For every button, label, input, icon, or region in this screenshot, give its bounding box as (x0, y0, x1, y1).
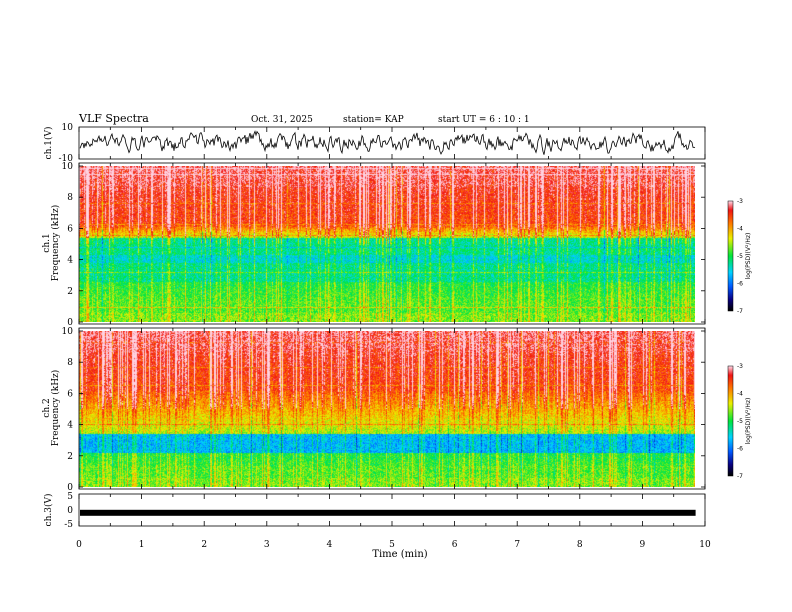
ch1-waveform-trace (79, 130, 696, 155)
ch1-colorbar (728, 201, 733, 311)
spectrogram-ytick-label: 10 (62, 327, 74, 337)
spectrogram-ytick-label: 6 (67, 389, 73, 399)
ch1-spectrogram-ylabel: Frequency (kHz) (50, 205, 61, 282)
spectrogram-ytick-label: 0 (67, 483, 73, 493)
time-tick-label: 2 (201, 540, 207, 550)
colorbar-tick-label: -6 (737, 281, 743, 288)
ch3-waveform-panel: 5 0 -5 ch.3(V) (43, 492, 706, 530)
colorbar-tick-label: -3 (737, 198, 743, 205)
time-tick-label: 0 (76, 540, 82, 550)
ch3-waveform-ylabel: ch.3(V) (43, 494, 54, 527)
ch1-colorbar-label: log(PSD)(V²/Hz) (745, 233, 752, 280)
spectrogram-ytick-label: 4 (67, 421, 73, 431)
time-axis-ticks: 0 1 2 3 4 5 6 7 8 9 10 (76, 127, 711, 550)
spectrogram-ytick-label: 8 (67, 193, 73, 203)
chart-title: VLF Spectra (78, 112, 149, 125)
ch1-waveform-ylabel: ch.1(V) (43, 127, 54, 160)
time-tick-label: 10 (699, 540, 711, 550)
ch2-colorbar (728, 366, 733, 476)
ch1-waveform-panel: 10 -10 ch.1(V) (43, 123, 706, 164)
time-tick-label: 3 (264, 540, 270, 550)
time-tick-label: 6 (452, 540, 458, 550)
ch2-colorbar-label: log(PSD)(V²/Hz) (745, 398, 752, 445)
ch1-spectrogram-image (79, 166, 695, 322)
spectrogram-ytick-label: 10 (62, 162, 74, 172)
time-tick-label: 9 (640, 540, 646, 550)
colorbar-tick-label: -5 (737, 418, 743, 425)
colorbar-tick-label: -5 (737, 253, 743, 260)
colorbar-tick-label: -4 (737, 226, 743, 233)
colorbar-tick-label: -3 (737, 363, 743, 370)
ch2-spectrogram-image (79, 331, 695, 487)
time-tick-label: 5 (389, 540, 395, 550)
spectrogram-ytick-label: 4 (67, 256, 73, 266)
time-tick-label: 7 (514, 540, 520, 550)
time-tick-label: 8 (577, 540, 583, 550)
date-label: Oct. 31, 2025 (251, 115, 313, 125)
ch2-spectrogram-yticks: 0 2 4 6 8 10 (62, 327, 705, 493)
start-ut-label: start UT = 6 : 10 : 1 (438, 115, 530, 125)
ch2-spectrogram-ylabel-top: ch.2 (42, 398, 52, 417)
spectrogram-ytick-label: 2 (67, 287, 73, 297)
ch3-ytick-label: -5 (64, 520, 73, 530)
ch2-spectrogram-ylabel: Frequency (kHz) (50, 370, 61, 447)
ch3-ytick-label: 0 (67, 506, 73, 516)
ch1-spectrogram-ylabel-top: ch.1 (42, 233, 52, 252)
ch1-colorbar-frame (727, 200, 734, 312)
x-axis-label: Time (min) (372, 549, 427, 560)
spectrogram-ytick-label: 0 (67, 318, 73, 328)
ch1-ytick-top: 10 (62, 123, 74, 133)
time-tick-label: 1 (139, 540, 145, 550)
time-tick-label: 4 (327, 540, 333, 550)
ch3-waveform-trace (80, 509, 696, 516)
ch2-colorbar-frame (727, 365, 734, 477)
colorbar-tick-label: -7 (737, 308, 743, 315)
spectrogram-ytick-label: 6 (67, 224, 73, 234)
colorbar-tick-label: -6 (737, 446, 743, 453)
spectrogram-ytick-label: 8 (67, 358, 73, 368)
colorbar-tick-label: -7 (737, 473, 743, 480)
ch3-waveform-yticks: 5 0 -5 (64, 492, 73, 530)
ch1-spectrogram-yticks: 0 2 4 6 8 10 (62, 162, 705, 328)
ch2-colorbar-ticks: -3 -4 -5 -6 -7 (737, 363, 743, 480)
ch1-colorbar-ticks: -3 -4 -5 -6 -7 (737, 198, 743, 315)
station-label: station= KAP (343, 115, 404, 125)
colorbar-tick-label: -4 (737, 391, 743, 398)
ch1-ytick-bottom: -10 (59, 154, 74, 164)
ch3-ytick-label: 5 (67, 492, 73, 502)
spectrogram-ytick-label: 2 (67, 452, 73, 462)
